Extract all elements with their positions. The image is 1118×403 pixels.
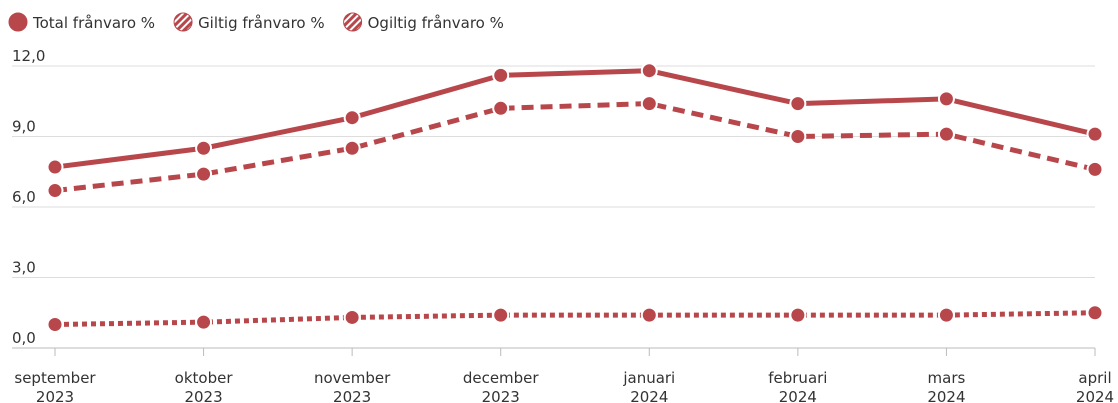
y-tick-label: 0,0: [12, 329, 36, 347]
data-point: [640, 306, 658, 324]
series-line: [54, 68, 1096, 170]
data-point: [492, 99, 510, 117]
legend-label: Giltig frånvaro %: [198, 14, 325, 32]
legend-label: Ogiltig frånvaro %: [368, 14, 504, 32]
data-point: [195, 139, 213, 157]
x-tick-label: oktober: [175, 369, 234, 387]
data-point: [789, 95, 807, 113]
data-point: [46, 158, 64, 176]
data-point: [343, 109, 361, 127]
data-point: [46, 182, 64, 200]
data-point: [789, 128, 807, 145]
data-point: [195, 165, 213, 183]
x-tick-label: 2024: [630, 388, 668, 403]
x-tick-label: 2023: [184, 388, 222, 403]
y-tick-label: 3,0: [12, 259, 36, 277]
x-tick-label: april: [1078, 369, 1111, 387]
series-line: [54, 310, 1096, 327]
data-point: [343, 139, 361, 157]
x-tick-label: mars: [928, 369, 966, 387]
y-tick-label: 9,0: [12, 118, 36, 136]
series-line: [54, 101, 1096, 194]
data-point: [1086, 160, 1104, 178]
y-tick-label: 6,0: [12, 188, 36, 206]
data-point: [1086, 304, 1104, 322]
x-tick-label: 2023: [482, 388, 520, 403]
x-tick-label: september: [14, 369, 96, 387]
x-tick-label: januari: [622, 369, 675, 387]
data-point: [195, 313, 213, 331]
x-tick-label: december: [463, 369, 540, 387]
data-point: [343, 308, 361, 326]
data-point: [640, 95, 658, 113]
x-tick-label: februari: [768, 369, 827, 387]
legend-swatch: [8, 12, 28, 32]
data-point: [492, 306, 510, 324]
data-point: [1086, 125, 1104, 143]
x-tick-label: 2024: [927, 388, 965, 403]
legend-swatch: [343, 12, 363, 32]
y-tick-label: 12,0: [12, 47, 45, 65]
legend-swatch: [173, 12, 193, 32]
x-tick-label: 2023: [36, 388, 74, 403]
data-point: [492, 66, 510, 84]
x-tick-label: november: [314, 369, 391, 387]
data-point: [789, 306, 807, 324]
x-tick-label: 2024: [1076, 388, 1114, 403]
data-point: [46, 316, 64, 333]
data-point: [937, 125, 955, 143]
legend-label: Total frånvaro %: [32, 14, 155, 32]
data-point: [937, 90, 955, 108]
x-tick-label: 2024: [779, 388, 817, 403]
x-tick-label: 2023: [333, 388, 371, 403]
data-point: [937, 306, 955, 324]
data-point: [640, 62, 658, 80]
